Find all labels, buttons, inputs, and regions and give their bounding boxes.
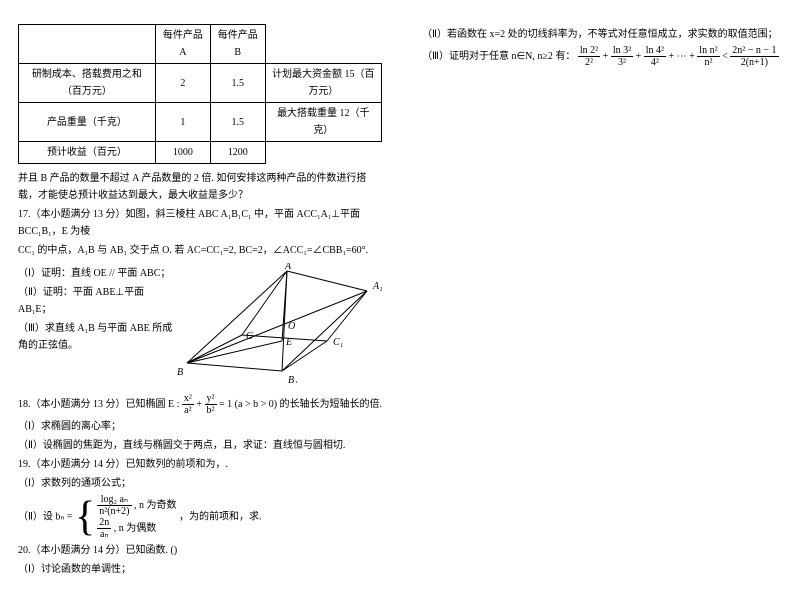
plus-sign: +: [603, 51, 611, 62]
frac-den: b²: [205, 404, 217, 416]
fraction: 2n² − n − 1 2(n+1): [730, 45, 778, 68]
frac-num: x²: [182, 393, 194, 404]
svg-text:C₁: C₁: [333, 337, 343, 348]
fraction: ln n² n²: [697, 45, 719, 68]
table-header: [265, 25, 381, 64]
prism-diagram: A A₁ B B₁ C C₁ OE: [172, 263, 382, 383]
table-cell: [265, 142, 381, 164]
q18-prefix: 18.（本小题满分 13 分）已知椭圆 E :: [18, 399, 182, 410]
case-cond: , n 为奇数: [134, 500, 177, 511]
case-row: 2n aₙ , n 为偶数: [97, 517, 176, 540]
svg-text:B: B: [177, 367, 183, 378]
q17-part3: （Ⅲ）求直线 A₁B 与平面 ABE 所成角的正弦值。: [18, 320, 178, 354]
svg-text:E: E: [285, 337, 292, 348]
plus-sign: +: [636, 51, 644, 62]
fraction: y² b²: [205, 393, 217, 416]
q18-part2: （Ⅱ）设椭圆的焦距为，直线与椭圆交于两点，且，求证：直线恒与圆相切.: [18, 437, 382, 454]
frac-num: log₂ aₙ: [97, 494, 131, 505]
q20-part3: （Ⅲ）证明对于任意 n∈N, n≥2 有： ln 2² 2² + ln 3² 3…: [422, 45, 782, 68]
q20-part1: （Ⅰ）讨论函数的单调性；: [18, 561, 382, 578]
q17-part1: （Ⅰ）证明：直线 OE // 平面 ABC；: [18, 265, 178, 282]
fraction: log₂ aₙ n²(n+2): [97, 494, 131, 517]
frac-num: y²: [205, 393, 217, 404]
left-brace-icon: {: [75, 496, 95, 538]
frac-num: 2n² − n − 1: [730, 45, 778, 56]
table-cell: 计划最大资金额 15（百万元）: [265, 64, 381, 103]
q18-rhs: = 1 (a > b > 0) 的长轴长为短轴长的倍.: [219, 399, 382, 410]
frac-num: 2n: [97, 517, 111, 528]
q19-p2-prefix: （Ⅱ）设 bₙ =: [18, 511, 75, 522]
q20-heading: 20.（本小题满分 14 分）已知函数. (): [18, 542, 382, 559]
table-cell: 1200: [210, 142, 265, 164]
fraction: ln 2² 2²: [578, 45, 600, 68]
table-row: 产品重量（千克） 1 1.5 最大搭载重量 12（千克）: [19, 103, 382, 142]
frac-den: 3²: [611, 56, 633, 68]
frac-den: 4²: [644, 56, 666, 68]
svg-text:B₁: B₁: [288, 375, 298, 383]
q19-part1: （Ⅰ）求数列的通项公式；: [18, 475, 382, 492]
table-cell: 1: [155, 103, 210, 142]
table-cell: 预计收益（百元）: [19, 142, 156, 164]
plus-sign: +: [196, 399, 204, 410]
table-header: [19, 25, 156, 64]
frac-den: n²: [697, 56, 719, 68]
frac-num: ln 3²: [611, 45, 633, 56]
fraction: ln 4² 4²: [644, 45, 666, 68]
q18-heading: 18.（本小题满分 13 分）已知椭圆 E : x² a² + y² b² = …: [18, 393, 382, 416]
table-cell: 1000: [155, 142, 210, 164]
svg-text:A₁: A₁: [372, 281, 382, 292]
less-than-sign: <: [722, 51, 730, 62]
table-cell: 最大搭载重量 12（千克）: [265, 103, 381, 142]
frac-den: a²: [182, 404, 194, 416]
q19-p2-suffix: ，为的前项和，求.: [179, 511, 262, 522]
frac-num: ln 2²: [578, 45, 600, 56]
table-q16: 每件产品 A 每件产品 B 研制成本、搭载费用之和（百万元） 2 1.5 计划最…: [18, 24, 382, 164]
left-column: 每件产品 A 每件产品 B 研制成本、搭载费用之和（百万元） 2 1.5 计划最…: [18, 24, 382, 580]
q20-p3-prefix: （Ⅲ）证明对于任意 n∈N, n≥2 有：: [422, 51, 575, 62]
q17-line2: CC₁ 的中点，A₁B 与 AB₁ 交于点 O. 若 AC=CC₁=2, BC=…: [18, 242, 382, 259]
table-header: 每件产品 B: [210, 25, 265, 64]
table-header: 每件产品 A: [155, 25, 210, 64]
q20-part2: （Ⅱ）若函数在 x=2 处的切线斜率为，不等式对任意恒成立，求实数的取值范围；: [422, 26, 782, 43]
q19-heading: 19.（本小题满分 14 分）已知数列的前项和为，.: [18, 456, 382, 473]
case-cond: , n 为偶数: [114, 523, 157, 534]
frac-den: aₙ: [97, 528, 111, 540]
fraction: 2n aₙ: [97, 517, 111, 540]
svg-text:C: C: [246, 331, 253, 342]
case-row: log₂ aₙ n²(n+2) , n 为奇数: [97, 494, 176, 517]
frac-den: 2(n+1): [730, 56, 778, 68]
q18-part1: （Ⅰ）求椭圆的离心率；: [18, 418, 382, 435]
q19-part2: （Ⅱ）设 bₙ = { log₂ aₙ n²(n+2) , n 为奇数 2n: [18, 494, 382, 540]
q17-part2: （Ⅱ）证明：平面 ABE⊥平面 AB₁E；: [18, 284, 178, 318]
table-row: 研制成本、搭载费用之和（百万元） 2 1.5 计划最大资金额 15（百万元）: [19, 64, 382, 103]
frac-den: 2²: [578, 56, 600, 68]
document-page: 每件产品 A 每件产品 B 研制成本、搭载费用之和（百万元） 2 1.5 计划最…: [0, 0, 800, 604]
svg-text:O: O: [288, 321, 295, 332]
table-cell: 研制成本、搭载费用之和（百万元）: [19, 64, 156, 103]
cases: log₂ aₙ n²(n+2) , n 为奇数 2n aₙ , n 为偶数: [97, 494, 176, 540]
q17-parts: （Ⅰ）证明：直线 OE // 平面 ABC； （Ⅱ）证明：平面 ABE⊥平面 A…: [18, 263, 178, 356]
table-cell: 2: [155, 64, 210, 103]
frac-num: ln 4²: [644, 45, 666, 56]
q17-diagram-region: （Ⅰ）证明：直线 OE // 平面 ABC； （Ⅱ）证明：平面 ABE⊥平面 A…: [18, 263, 382, 383]
q17-heading: 17.（本小题满分 13 分）如图，斜三棱柱 ABC A₁B₁C₁ 中，平面 A…: [18, 206, 382, 240]
frac-den: n²(n+2): [97, 505, 131, 517]
right-column: （Ⅱ）若函数在 x=2 处的切线斜率为，不等式对任意恒成立，求实数的取值范围； …: [422, 24, 782, 580]
table-cell: 1.5: [210, 64, 265, 103]
svg-text:A: A: [284, 263, 292, 272]
piecewise-function: { log₂ aₙ n²(n+2) , n 为奇数 2n aₙ: [75, 494, 176, 540]
q16-text: 并且 B 产品的数量不超过 A 产品数量的 2 倍. 如何安排这两种产品的件数进…: [18, 170, 382, 204]
table-cell: 产品重量（千克）: [19, 103, 156, 142]
fraction: ln 3² 3²: [611, 45, 633, 68]
table-row: 预计收益（百元） 1000 1200: [19, 142, 382, 164]
fraction: x² a²: [182, 393, 194, 416]
table-cell: 1.5: [210, 103, 265, 142]
frac-num: ln n²: [697, 45, 719, 56]
dots: + ⋯ +: [669, 51, 698, 62]
table-row: 每件产品 A 每件产品 B: [19, 25, 382, 64]
